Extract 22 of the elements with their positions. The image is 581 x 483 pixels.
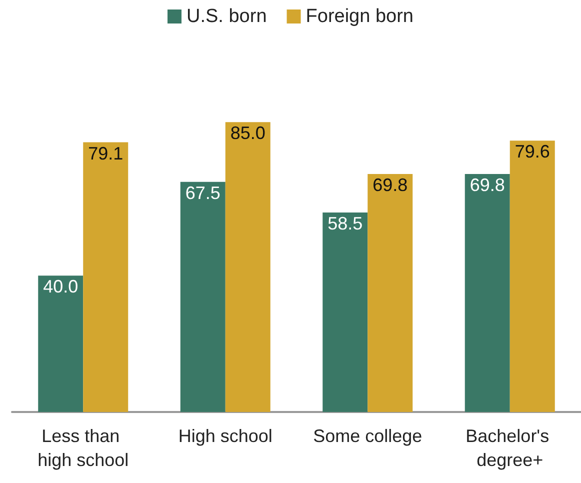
- data-label: 85.0: [230, 123, 266, 144]
- data-label: 40.0: [43, 276, 78, 297]
- legend-label: U.S. born: [186, 6, 267, 27]
- bar: [38, 276, 84, 412]
- data-label: 69.8: [372, 174, 408, 195]
- bar: [180, 182, 226, 412]
- x-tick-label: Bachelor's degree+: [466, 426, 554, 470]
- x-tick-label: Some college: [313, 426, 422, 446]
- bar: [225, 122, 270, 412]
- bar: [510, 140, 555, 412]
- data-label: 69.8: [470, 174, 505, 195]
- data-label: 79.6: [514, 142, 550, 162]
- x-tick-label: High school: [178, 426, 272, 446]
- data-label: 67.5: [185, 182, 220, 203]
- bar: [464, 174, 510, 412]
- bar: [83, 142, 128, 412]
- data-label: 58.5: [328, 214, 363, 234]
- x-tick-label: Less than high school: [38, 426, 129, 470]
- bar: [322, 212, 368, 412]
- bar: [368, 174, 413, 412]
- data-label: 79.1: [88, 143, 124, 164]
- legend-label: Foreign born: [306, 6, 414, 27]
